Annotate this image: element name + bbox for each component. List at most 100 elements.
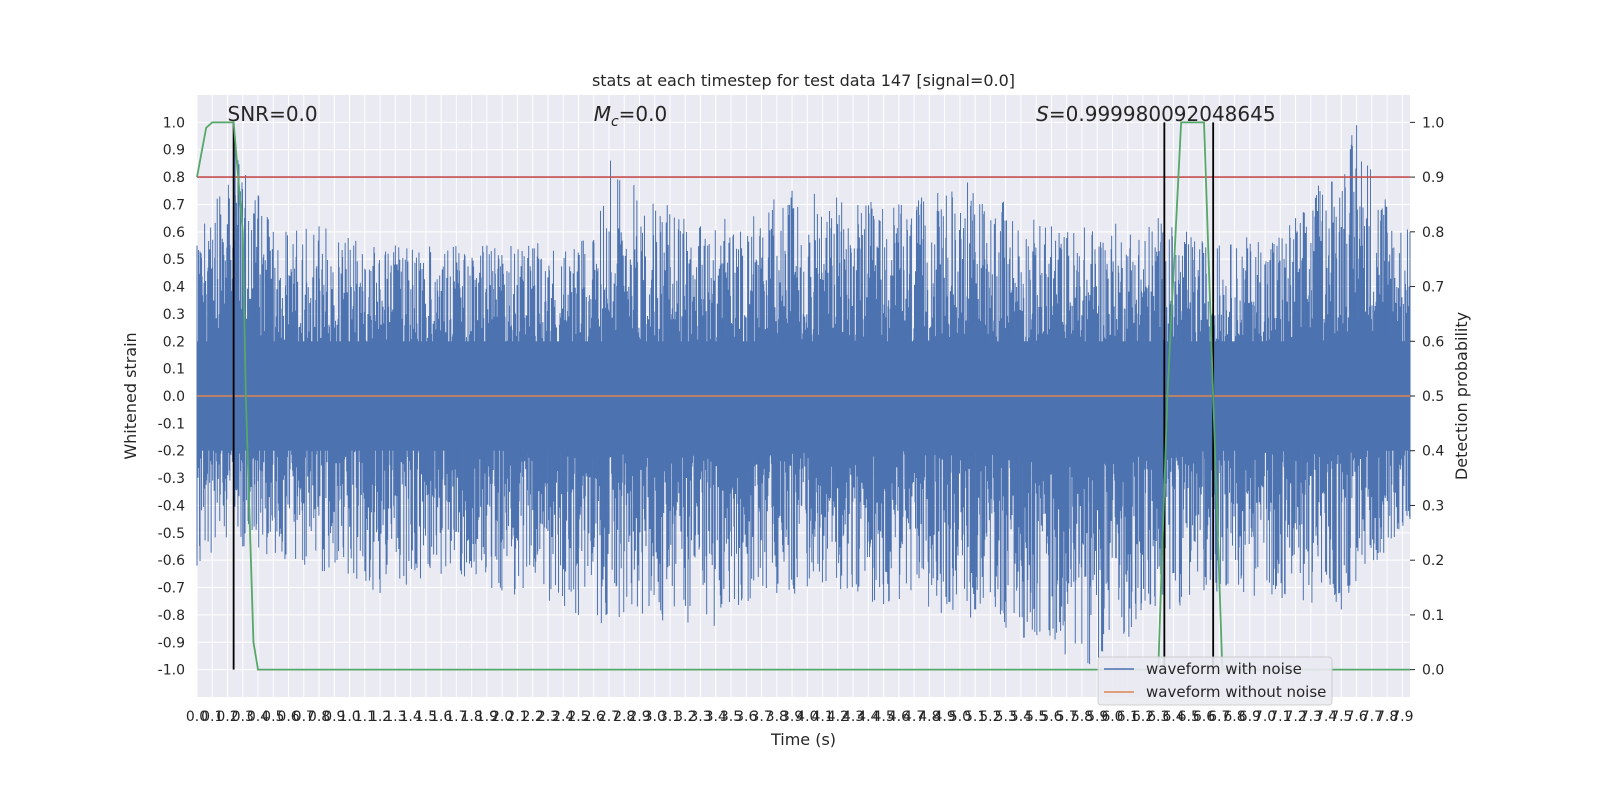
x-tick-label: 7.7 <box>1361 709 1383 725</box>
x-tick-label: 0.7 <box>293 709 315 725</box>
x-tick-label: 2.2 <box>522 709 544 725</box>
x-axis-ticks: 0.00.10.20.30.40.50.60.70.80.91.01.11.21… <box>186 709 1414 725</box>
y-tick-label: -0.2 <box>158 444 185 460</box>
y-tick-label: 0.7 <box>163 197 185 213</box>
x-tick-label: 6.7 <box>1208 709 1230 725</box>
series-detection-probability <box>196 121 1410 671</box>
x-tick-label: 3.9 <box>781 709 803 725</box>
x-tick-label: 7.4 <box>1315 709 1337 725</box>
x-tick-label: 7.2 <box>1284 709 1306 725</box>
x-tick-label: 0.2 <box>216 709 238 725</box>
x-tick-label: 7.1 <box>1269 709 1291 725</box>
s-symbol: S <box>1036 102 1049 126</box>
y-tick-label: 0.1 <box>163 362 185 378</box>
y-tick-label: 0.5 <box>163 252 185 268</box>
x-tick-label: 2.9 <box>628 709 650 725</box>
x-tick-label: 4.1 <box>811 709 833 725</box>
x-tick-label: 4.2 <box>827 709 849 725</box>
x-tick-label: 1.0 <box>338 709 360 725</box>
x-tick-label: 0.1 <box>201 709 223 725</box>
right-tick-label: 0.4 <box>1422 444 1444 460</box>
y-tick-label: -0.9 <box>158 635 185 651</box>
x-tick-label: 7.0 <box>1254 709 1276 725</box>
right-tick-label: 0.7 <box>1422 280 1444 296</box>
x-tick-label: 0.4 <box>247 709 269 725</box>
right-tick-label: 1.0 <box>1422 115 1444 131</box>
score-annotation: S=0.999980092048645 <box>1036 102 1275 126</box>
x-tick-label: 5.0 <box>949 709 971 725</box>
chart-title: stats at each timestep for test data 147… <box>592 71 1015 90</box>
x-tick-label: 6.2 <box>1132 709 1154 725</box>
x-tick-label: 5.7 <box>1056 709 1078 725</box>
x-tick-label: 0.5 <box>262 709 284 725</box>
x-tick-label: 1.8 <box>461 709 483 725</box>
x-tick-label: 1.3 <box>384 709 406 725</box>
x-axis-label: Time (s) <box>770 730 836 749</box>
mc-subscript: c <box>611 114 619 130</box>
x-tick-label: 6.9 <box>1239 709 1261 725</box>
mc-symbol: M <box>594 102 611 126</box>
x-tick-label: 4.3 <box>842 709 864 725</box>
x-tick-label: 3.6 <box>735 709 757 725</box>
x-tick-label: 7.8 <box>1376 709 1398 725</box>
y-tick-label: -0.4 <box>158 498 185 514</box>
y-tick-label: -0.1 <box>158 416 185 432</box>
x-tick-label: 5.8 <box>1071 709 1093 725</box>
legend-label-waveform-without-noise: waveform without noise <box>1146 683 1326 701</box>
y-tick-label: 0.0 <box>163 389 185 405</box>
x-tick-label: 7.6 <box>1345 709 1367 725</box>
x-tick-label: 2.8 <box>613 709 635 725</box>
legend: waveform with noise waveform without noi… <box>1097 656 1333 706</box>
x-tick-label: 0.3 <box>232 709 254 725</box>
right-tick-label: 0.9 <box>1422 170 1444 186</box>
x-tick-label: 4.7 <box>903 709 925 725</box>
right-axis-ticks: 1.0 0.9 0.8 0.7 0.6 0.5 0.4 0.3 0.2 0.1 0.0 <box>1410 115 1444 679</box>
right-axis-label: Detection probability <box>1452 312 1471 480</box>
x-tick-label: 6.6 <box>1193 709 1215 725</box>
x-tick-label: 4.0 <box>796 709 818 725</box>
mc-value: =0.0 <box>619 102 668 126</box>
y-axis-label: Whitened strain <box>121 332 140 459</box>
x-tick-label: 0.9 <box>323 709 345 725</box>
x-tick-label: 0.0 <box>186 709 208 725</box>
x-tick-label: 4.4 <box>857 709 879 725</box>
x-tick-label: 6.8 <box>1223 709 1245 725</box>
x-tick-label: 2.0 <box>491 709 513 725</box>
x-tick-label: 6.0 <box>1101 709 1123 725</box>
x-tick-label: 5.1 <box>964 709 986 725</box>
x-tick-label: 4.8 <box>918 709 940 725</box>
x-tick-label: 2.6 <box>583 709 605 725</box>
y-tick-label: -1.0 <box>158 663 185 679</box>
x-tick-label: 1.1 <box>354 709 376 725</box>
x-tick-label: 2.5 <box>567 709 589 725</box>
y-tick-label: -0.6 <box>158 553 185 569</box>
right-tick-label: 0.8 <box>1422 225 1444 241</box>
x-tick-label: 4.9 <box>934 709 956 725</box>
x-tick-label: 6.5 <box>1178 709 1200 725</box>
x-tick-label: 2.3 <box>537 709 559 725</box>
x-tick-label: 3.0 <box>644 709 666 725</box>
right-tick-label: 0.1 <box>1422 608 1444 624</box>
x-tick-label: 6.4 <box>1162 709 1184 725</box>
y-tick-label: 0.6 <box>163 225 185 241</box>
x-tick-label: 1.7 <box>445 709 467 725</box>
right-tick-label: 0.5 <box>1422 389 1444 405</box>
s-value: =0.999980092048645 <box>1049 102 1276 126</box>
x-tick-label: 2.4 <box>552 709 574 725</box>
x-tick-label: 3.8 <box>766 709 788 725</box>
x-tick-label: 7.3 <box>1300 709 1322 725</box>
x-tick-label: 5.6 <box>1040 709 1062 725</box>
y-tick-label: -0.7 <box>158 581 185 597</box>
x-tick-label: 5.2 <box>979 709 1001 725</box>
x-tick-label: 7.5 <box>1330 709 1352 725</box>
y-tick-label: 0.2 <box>163 334 185 350</box>
x-tick-label: 7.9 <box>1391 709 1413 725</box>
snr-annotation: SNR=0.0 <box>228 102 318 126</box>
right-tick-label: 0.2 <box>1422 553 1444 569</box>
y-tick-label: 0.9 <box>163 143 185 159</box>
x-tick-label: 3.2 <box>674 709 696 725</box>
x-tick-label: 5.9 <box>1086 709 1108 725</box>
y-tick-label: 0.8 <box>163 170 185 186</box>
